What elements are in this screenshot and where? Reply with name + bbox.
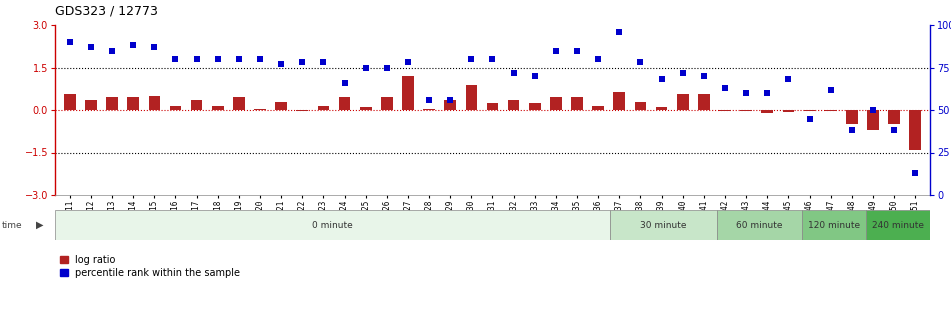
Point (696, 73, 711, 79)
Point (485, 56, 500, 62)
Point (252, 56, 267, 62)
Bar (381, 97, 393, 110)
Bar (677, 94, 689, 110)
Bar (359, 107, 372, 110)
Bar (866, 210, 930, 240)
Text: time: time (2, 220, 23, 229)
Bar (55, 210, 610, 240)
Text: 60 minute: 60 minute (736, 220, 783, 229)
Point (506, 70, 521, 75)
Point (844, 128, 860, 133)
Bar (529, 103, 540, 110)
Point (295, 60, 310, 65)
Bar (717, 210, 802, 240)
Text: ▶: ▶ (36, 220, 44, 230)
Bar (148, 96, 160, 110)
Bar (802, 210, 866, 240)
Bar (212, 106, 223, 110)
Bar (888, 110, 900, 124)
Point (865, 107, 881, 113)
Point (231, 56, 246, 62)
Point (379, 65, 395, 70)
Point (549, 48, 564, 53)
Bar (487, 103, 498, 110)
Bar (762, 110, 773, 113)
Point (611, 29, 627, 35)
Bar (783, 110, 794, 112)
Point (274, 61, 289, 67)
Point (146, 44, 162, 50)
Point (359, 65, 374, 70)
Bar (610, 210, 717, 240)
Point (337, 80, 352, 85)
Point (570, 48, 585, 53)
Point (760, 90, 775, 96)
Text: 240 minute: 240 minute (872, 220, 924, 229)
Point (421, 97, 437, 102)
Point (62, 39, 77, 45)
Point (654, 77, 670, 82)
Text: GDS323 / 12773: GDS323 / 12773 (55, 5, 158, 18)
Bar (318, 106, 329, 110)
Bar (127, 97, 139, 110)
Text: 30 minute: 30 minute (640, 220, 687, 229)
Bar (466, 84, 477, 110)
Point (886, 128, 902, 133)
Bar (825, 110, 837, 112)
Point (717, 85, 732, 91)
Bar (297, 110, 308, 112)
Bar (572, 97, 583, 110)
Bar (719, 110, 730, 111)
Point (400, 60, 416, 65)
Bar (254, 109, 266, 110)
Bar (550, 97, 562, 110)
Bar (402, 76, 414, 110)
Bar (276, 101, 287, 110)
Bar (867, 110, 879, 130)
Point (823, 87, 838, 92)
Point (591, 56, 606, 62)
Bar (339, 97, 350, 110)
Point (316, 60, 331, 65)
Text: 0 minute: 0 minute (312, 220, 353, 229)
Point (527, 73, 542, 79)
Bar (107, 97, 118, 110)
Bar (698, 94, 709, 110)
Point (105, 48, 120, 53)
Bar (613, 92, 625, 110)
Point (781, 77, 796, 82)
Point (168, 56, 184, 62)
Point (210, 56, 225, 62)
Bar (846, 110, 858, 124)
Point (189, 56, 204, 62)
Bar (444, 100, 456, 110)
Bar (191, 100, 203, 110)
Bar (634, 101, 647, 110)
Bar (740, 110, 752, 112)
Text: 120 minute: 120 minute (808, 220, 860, 229)
Bar (804, 110, 815, 112)
Legend: log ratio, percentile rank within the sample: log ratio, percentile rank within the sa… (60, 255, 241, 278)
Bar (86, 100, 97, 110)
Bar (592, 106, 604, 110)
Point (442, 97, 457, 102)
Point (126, 43, 141, 48)
Point (675, 70, 690, 75)
Bar (233, 97, 244, 110)
Point (739, 90, 754, 96)
Point (84, 44, 99, 50)
Point (632, 60, 648, 65)
Point (907, 170, 922, 176)
Bar (909, 110, 921, 150)
Bar (64, 94, 76, 110)
Bar (169, 106, 182, 110)
Bar (656, 107, 668, 110)
Bar (508, 100, 519, 110)
Point (464, 56, 479, 62)
Point (802, 116, 817, 121)
